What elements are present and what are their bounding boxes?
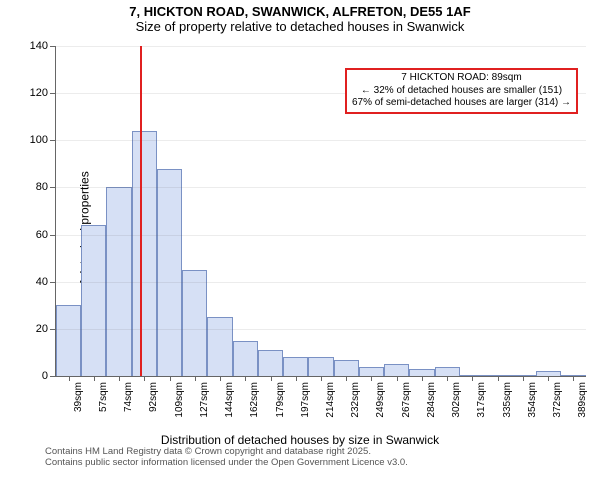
y-tick-label: 80 xyxy=(36,181,48,193)
x-tick-label: 179sqm xyxy=(275,382,286,418)
gridline-h xyxy=(56,140,586,141)
x-tick xyxy=(119,376,120,381)
x-tick-label: 389sqm xyxy=(577,382,588,418)
y-tick-label: 120 xyxy=(30,87,48,99)
plot-region: 02040608010012014039sqm57sqm74sqm92sqm10… xyxy=(55,46,586,377)
annotation-box: 7 HICKTON ROAD: 89sqm← 32% of detached h… xyxy=(345,68,578,114)
x-tick-label: 109sqm xyxy=(174,382,185,418)
x-tick xyxy=(245,376,246,381)
y-tick xyxy=(50,329,56,330)
histogram-bar xyxy=(334,360,359,377)
x-tick-label: 127sqm xyxy=(199,382,210,418)
y-tick xyxy=(50,282,56,283)
x-tick xyxy=(144,376,145,381)
x-tick-label: 317sqm xyxy=(476,382,487,418)
y-tick xyxy=(50,46,56,47)
x-tick-label: 144sqm xyxy=(224,382,235,418)
x-tick xyxy=(371,376,372,381)
histogram-bar xyxy=(233,341,258,376)
chart-area: Number of detached properties 0204060801… xyxy=(0,36,600,471)
x-tick-label: 92sqm xyxy=(148,382,159,412)
histogram-bar xyxy=(409,369,434,376)
x-tick-label: 197sqm xyxy=(300,382,311,418)
histogram-bar xyxy=(384,364,409,376)
y-tick-label: 0 xyxy=(42,370,48,382)
histogram-bar xyxy=(182,270,207,376)
histogram-bar xyxy=(81,225,106,376)
y-tick-label: 40 xyxy=(36,276,48,288)
y-tick xyxy=(50,140,56,141)
x-tick xyxy=(346,376,347,381)
x-tick-label: 372sqm xyxy=(552,382,563,418)
marker-line xyxy=(140,46,142,376)
x-tick-label: 74sqm xyxy=(123,382,134,412)
x-tick-label: 284sqm xyxy=(426,382,437,418)
title-sub: Size of property relative to detached ho… xyxy=(0,19,600,34)
y-tick-label: 100 xyxy=(30,134,48,146)
y-tick-label: 140 xyxy=(30,40,48,52)
histogram-bar xyxy=(359,367,384,376)
histogram-bar xyxy=(56,305,81,376)
histogram-bar xyxy=(207,317,232,376)
x-tick-label: 354sqm xyxy=(527,382,538,418)
y-tick xyxy=(50,376,56,377)
y-tick xyxy=(50,187,56,188)
chart-titles: 7, HICKTON ROAD, SWANWICK, ALFRETON, DE5… xyxy=(0,4,600,34)
gridline-h xyxy=(56,282,586,283)
histogram-bar xyxy=(283,357,308,376)
x-axis-label: Distribution of detached houses by size … xyxy=(0,433,600,447)
x-tick xyxy=(523,376,524,381)
y-tick xyxy=(50,93,56,94)
histogram-bar xyxy=(132,131,157,376)
x-tick xyxy=(69,376,70,381)
x-tick xyxy=(195,376,196,381)
x-tick xyxy=(170,376,171,381)
gridline-h xyxy=(56,235,586,236)
x-tick-label: 39sqm xyxy=(73,382,84,412)
x-tick-label: 162sqm xyxy=(249,382,260,418)
x-tick xyxy=(498,376,499,381)
x-tick-label: 267sqm xyxy=(401,382,412,418)
x-tick-label: 302sqm xyxy=(451,382,462,418)
x-tick xyxy=(422,376,423,381)
y-tick-label: 20 xyxy=(36,323,48,335)
histogram-bar xyxy=(258,350,283,376)
gridline-h xyxy=(56,46,586,47)
x-tick xyxy=(447,376,448,381)
x-tick xyxy=(573,376,574,381)
histogram-bar xyxy=(435,367,460,376)
y-tick-label: 60 xyxy=(36,229,48,241)
histogram-bar xyxy=(308,357,333,376)
title-main: 7, HICKTON ROAD, SWANWICK, ALFRETON, DE5… xyxy=(0,4,600,19)
x-tick xyxy=(271,376,272,381)
annotation-line: ← 32% of detached houses are smaller (15… xyxy=(352,85,571,98)
histogram-bar xyxy=(157,169,182,376)
x-tick xyxy=(397,376,398,381)
x-tick-label: 57sqm xyxy=(98,382,109,412)
x-tick xyxy=(321,376,322,381)
x-tick-label: 232sqm xyxy=(350,382,361,418)
x-tick xyxy=(220,376,221,381)
y-tick xyxy=(50,235,56,236)
x-tick-label: 214sqm xyxy=(325,382,336,418)
footer-attribution: Contains HM Land Registry data © Crown c… xyxy=(45,447,408,469)
x-tick xyxy=(94,376,95,381)
footer-line2: Contains public sector information licen… xyxy=(45,458,408,469)
annotation-line: 7 HICKTON ROAD: 89sqm xyxy=(352,72,571,85)
gridline-h xyxy=(56,187,586,188)
x-tick xyxy=(296,376,297,381)
x-tick-label: 335sqm xyxy=(502,382,513,418)
x-tick xyxy=(548,376,549,381)
gridline-h xyxy=(56,329,586,330)
x-tick-label: 249sqm xyxy=(375,382,386,418)
x-tick xyxy=(472,376,473,381)
annotation-line: 67% of semi-detached houses are larger (… xyxy=(352,97,571,110)
